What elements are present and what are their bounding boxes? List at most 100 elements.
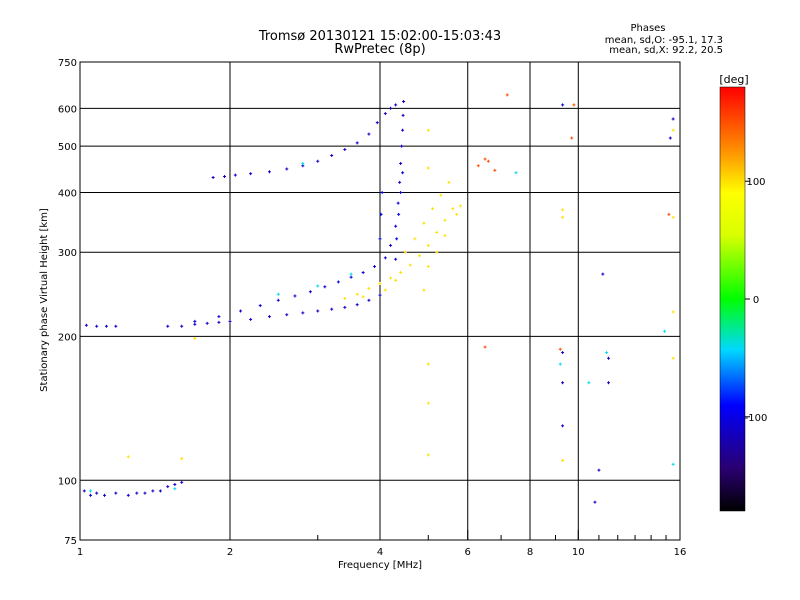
data-point — [223, 175, 227, 179]
colorbar-tick-label: 100 — [746, 177, 765, 188]
data-point — [193, 319, 197, 323]
data-point — [426, 362, 430, 366]
data-point — [558, 362, 562, 366]
data-point — [82, 489, 86, 493]
y-axis-label: Stationary phase Virtual Height [km] — [39, 208, 50, 392]
data-point — [401, 171, 405, 175]
data-point — [316, 159, 320, 163]
data-point — [173, 487, 177, 491]
data-point — [166, 485, 170, 489]
data-point — [383, 288, 387, 292]
data-point — [587, 381, 591, 385]
x-tick-label: 16 — [674, 547, 687, 558]
data-point — [399, 271, 403, 275]
data-point — [355, 141, 359, 145]
data-point — [267, 170, 271, 174]
data-point — [114, 491, 118, 495]
colorbar-tick-label: 0 — [753, 295, 759, 306]
data-point — [379, 212, 383, 216]
data-point — [561, 208, 565, 212]
data-point — [383, 112, 387, 116]
data-point — [451, 207, 455, 211]
data-point — [233, 173, 237, 177]
data-point — [193, 336, 197, 340]
data-point — [104, 324, 108, 328]
data-point — [422, 288, 426, 292]
data-point — [394, 278, 398, 282]
data-point — [84, 323, 88, 327]
data-point — [402, 100, 406, 104]
data-point — [378, 293, 382, 297]
data-point — [671, 462, 675, 466]
data-point — [367, 286, 371, 290]
data-point — [378, 282, 382, 286]
data-point — [249, 172, 253, 176]
data-point — [301, 161, 305, 165]
chart-subtitle: RwPretec (8p) — [334, 42, 425, 57]
data-point — [607, 381, 611, 385]
data-point — [355, 292, 359, 296]
data-point — [505, 93, 509, 97]
info-line-x: mean, sd,X: 92.2, 20.5 — [609, 45, 723, 56]
data-point — [426, 265, 430, 269]
data-point — [476, 164, 480, 168]
data-point — [378, 237, 382, 241]
data-point — [293, 294, 297, 298]
y-tick-label: 100 — [58, 476, 77, 487]
data-point — [301, 311, 305, 315]
data-point — [323, 285, 327, 289]
data-point — [572, 103, 576, 107]
data-point — [330, 154, 334, 158]
data-point — [89, 489, 93, 493]
data-point — [228, 319, 232, 323]
data-point — [668, 136, 672, 140]
data-point — [380, 190, 384, 194]
colorbar-label: [deg] — [719, 73, 748, 86]
data-point — [166, 324, 170, 328]
data-point — [394, 224, 398, 228]
data-point — [343, 297, 347, 301]
x-axis-label: Frequency [MHz] — [338, 560, 422, 571]
data-point — [126, 455, 130, 459]
x-tick-label: 10 — [572, 547, 585, 558]
data-point — [151, 489, 155, 493]
data-point — [597, 468, 601, 472]
data-point — [398, 180, 402, 184]
data-point — [383, 256, 387, 260]
data-point — [607, 356, 611, 360]
data-point — [258, 304, 262, 308]
data-point — [401, 128, 405, 132]
data-point — [667, 212, 671, 216]
data-point — [483, 157, 487, 161]
data-point — [103, 493, 107, 497]
data-point — [439, 193, 443, 197]
x-tick-label: 8 — [527, 547, 533, 558]
data-point — [447, 180, 451, 184]
data-point — [399, 190, 403, 194]
data-point — [413, 237, 417, 241]
data-point — [95, 324, 99, 328]
data-point — [330, 307, 334, 311]
data-point — [561, 215, 565, 219]
data-point — [394, 257, 398, 261]
data-point — [135, 491, 139, 495]
data-point — [593, 500, 597, 504]
data-point — [367, 298, 371, 302]
data-point — [367, 132, 371, 136]
data-point — [443, 234, 447, 238]
data-point — [426, 401, 430, 405]
data-point — [126, 493, 130, 497]
data-point — [514, 171, 518, 175]
data-point — [396, 201, 400, 205]
data-point — [493, 168, 497, 172]
data-point — [422, 221, 426, 225]
data-point — [401, 113, 405, 117]
info-heading: Phases — [630, 23, 665, 34]
data-point — [89, 493, 93, 497]
data-point — [561, 103, 565, 107]
data-point — [455, 212, 459, 216]
data-point — [394, 103, 398, 107]
data-point — [426, 128, 430, 132]
data-point — [558, 347, 562, 351]
y-tick-label: 600 — [58, 104, 77, 115]
